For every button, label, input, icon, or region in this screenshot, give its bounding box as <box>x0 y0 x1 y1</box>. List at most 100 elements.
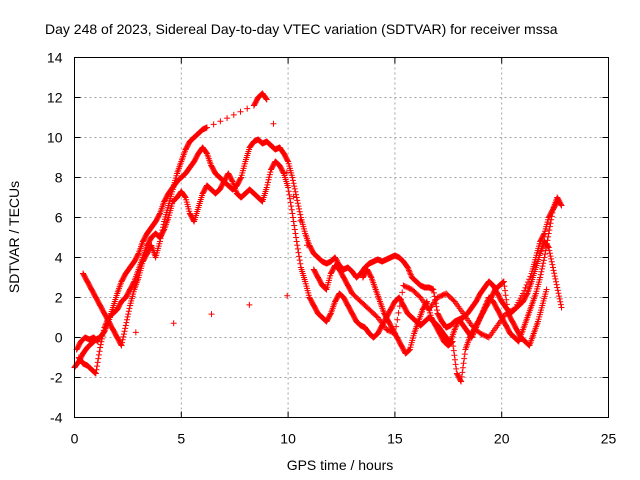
data-point <box>537 271 544 278</box>
data-point <box>394 316 401 323</box>
data-point <box>545 233 552 240</box>
data-point <box>543 240 550 247</box>
data-point <box>553 281 560 288</box>
data-point <box>97 344 104 351</box>
data-point <box>266 174 273 181</box>
data-point <box>217 118 224 125</box>
data-point <box>407 271 414 278</box>
y-tick-label: 10 <box>47 130 63 146</box>
data-point <box>459 369 466 376</box>
data-point <box>556 293 563 300</box>
data-point <box>98 335 105 342</box>
data-point <box>407 270 414 277</box>
data-point <box>499 279 506 286</box>
data-point <box>94 363 101 370</box>
data-point <box>460 360 467 367</box>
data-point <box>119 339 126 346</box>
data-point <box>122 325 129 332</box>
data-point <box>453 322 460 329</box>
data-point <box>553 278 560 285</box>
data-point <box>453 365 460 372</box>
data-point <box>450 347 457 354</box>
y-tick-label: 2 <box>55 290 63 306</box>
y-tick-label: 12 <box>47 90 63 106</box>
series-1 <box>75 158 561 377</box>
data-point <box>289 177 296 184</box>
data-point <box>538 268 545 275</box>
data-point <box>118 342 125 349</box>
data-point <box>244 105 251 112</box>
data-point <box>406 347 413 354</box>
chart-title: Day 248 of 2023, Sidereal Day-to-day VTE… <box>45 21 558 37</box>
data-point <box>158 232 165 239</box>
y-tick-label: 8 <box>55 170 63 186</box>
x-tick-label: 25 <box>601 431 617 447</box>
data-point <box>451 326 458 333</box>
data-point <box>295 203 302 210</box>
y-tick-label: 4 <box>55 250 63 266</box>
data-point <box>291 183 298 190</box>
data-point <box>122 322 129 329</box>
data-point <box>120 333 127 340</box>
y-tick-label: 0 <box>55 330 63 346</box>
data-point <box>554 284 561 291</box>
data-point <box>520 290 527 297</box>
data-point <box>548 258 555 265</box>
data-point <box>503 296 510 303</box>
data-point <box>134 251 141 258</box>
data-point <box>286 191 293 198</box>
data-point <box>548 255 555 262</box>
data-point <box>95 355 102 362</box>
data-point <box>294 197 301 204</box>
data-point <box>132 329 139 336</box>
data-point <box>287 199 294 206</box>
data-point <box>293 238 300 245</box>
data-point <box>294 245 301 252</box>
data-point <box>500 278 507 285</box>
x-tick-label: 15 <box>387 431 403 447</box>
data-point <box>452 361 459 368</box>
data-point <box>284 157 291 164</box>
data-point <box>156 211 163 218</box>
data-point <box>296 208 303 215</box>
data-point <box>159 224 166 231</box>
data-point <box>450 343 457 350</box>
data-point <box>123 316 130 323</box>
data-point <box>94 337 101 344</box>
data-point <box>549 264 556 271</box>
data-point <box>293 194 300 201</box>
data-point <box>367 273 374 280</box>
data-point <box>120 331 127 338</box>
data-point <box>228 177 235 184</box>
data-point <box>119 336 126 343</box>
data-point <box>263 95 270 102</box>
data-point <box>549 261 556 268</box>
data-point <box>124 313 131 320</box>
data-point <box>458 373 465 380</box>
data-point <box>291 185 298 192</box>
data-point <box>258 197 265 204</box>
data-point <box>296 257 303 264</box>
data-point <box>522 284 529 291</box>
data-point <box>502 287 509 294</box>
data-point <box>294 242 301 249</box>
data-point <box>459 364 466 371</box>
data-point <box>399 289 406 296</box>
data-point <box>527 273 534 280</box>
data-point <box>293 234 300 241</box>
data-point <box>304 242 311 249</box>
data-point <box>296 205 303 212</box>
data-point <box>457 377 464 384</box>
data-point <box>556 295 563 302</box>
data-point <box>538 265 545 272</box>
data-point <box>542 247 549 254</box>
y-tick-label: -2 <box>50 370 63 386</box>
data-point <box>552 275 559 282</box>
data-point <box>550 267 557 274</box>
data-point <box>292 230 299 237</box>
data-point <box>286 195 293 202</box>
data-point <box>405 347 412 354</box>
data-point <box>95 351 102 358</box>
data-point <box>546 227 553 234</box>
data-point <box>266 171 273 178</box>
